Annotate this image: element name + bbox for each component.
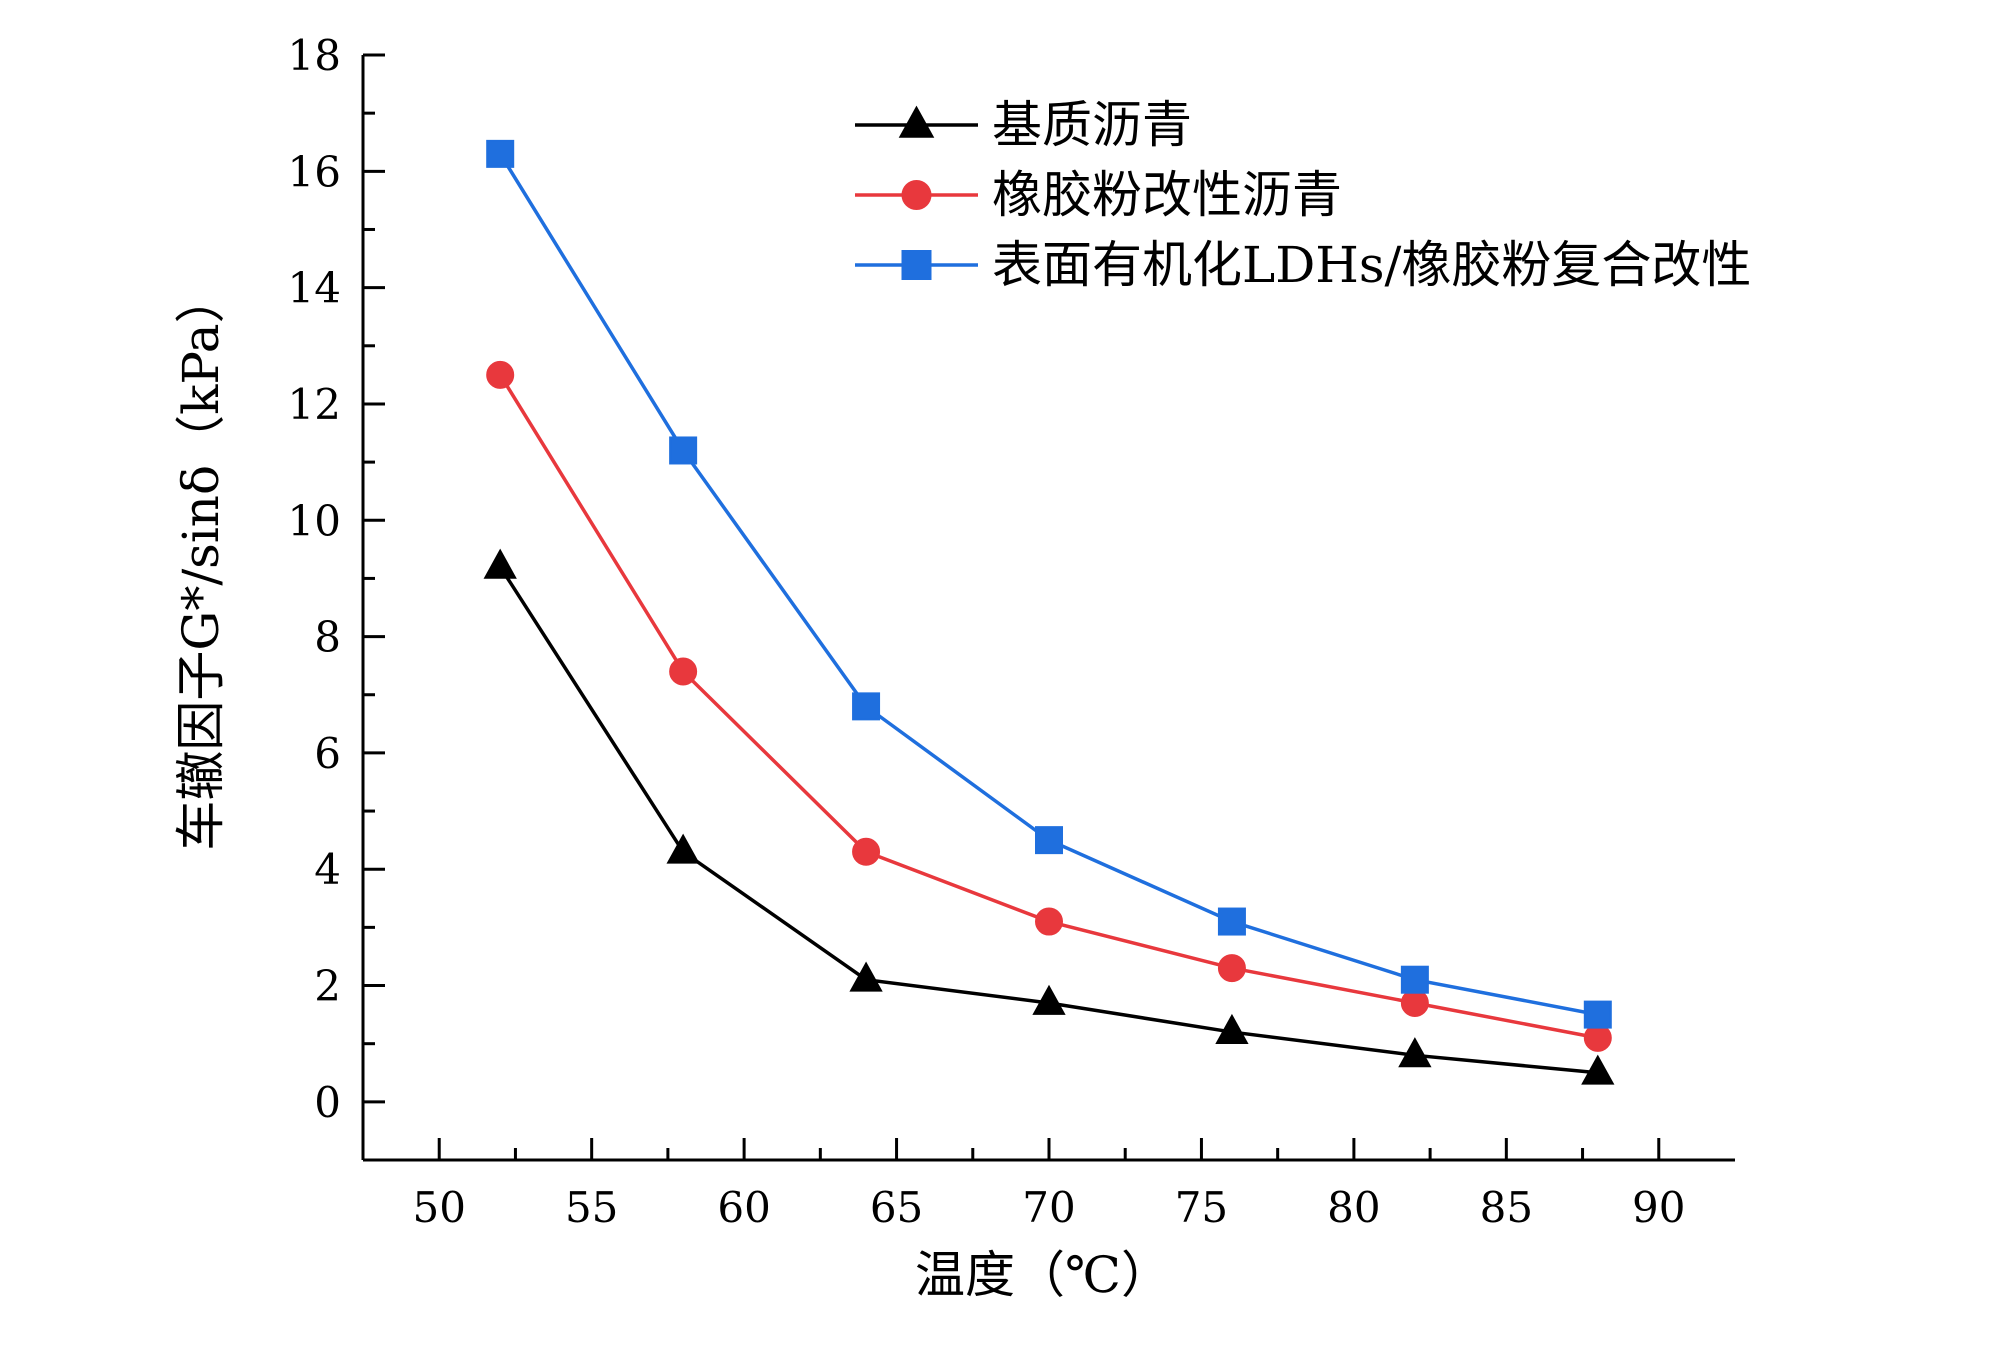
- data-point: [1583, 1023, 1612, 1052]
- legend-label: 表面有机化LDHs/橡胶粉复合改性: [992, 236, 1751, 294]
- legend-label: 基质沥青: [992, 96, 1192, 154]
- data-point: [1215, 1013, 1249, 1044]
- x-tick-label: 50: [412, 1183, 465, 1232]
- data-point: [483, 548, 517, 579]
- y-axis-label: 车辙因子G*/sinδ（kPa）: [172, 273, 230, 850]
- y-tick-label: 10: [288, 496, 341, 545]
- legend-marker: [901, 180, 932, 210]
- data-point: [1398, 1037, 1432, 1068]
- series-3: [486, 139, 1612, 1029]
- data-point: [1035, 907, 1063, 936]
- y-tick-label: 12: [288, 380, 341, 429]
- y-tick-label: 18: [288, 31, 341, 80]
- x-axis-label: 温度（℃）: [915, 1246, 1171, 1304]
- legend-marker: [901, 250, 932, 280]
- legend-entry-3: 表面有机化LDHs/橡胶粉复合改性: [855, 236, 1751, 294]
- data-point: [849, 961, 883, 992]
- data-point: [852, 837, 881, 866]
- legend-entry-1: 基质沥青: [855, 96, 1192, 154]
- y-tick-label: 16: [288, 147, 341, 196]
- data-point: [1400, 965, 1429, 994]
- x-tick-label: 65: [870, 1183, 923, 1232]
- data-point: [1583, 1000, 1612, 1029]
- x-tick-label: 80: [1327, 1183, 1380, 1232]
- x-tick-label: 60: [717, 1183, 770, 1232]
- x-tick-label: 75: [1175, 1183, 1228, 1232]
- data-point: [666, 833, 700, 864]
- legend-entry-2: 橡胶粉改性沥青: [855, 166, 1342, 224]
- y-tick-label: 6: [314, 729, 341, 778]
- series-2: [486, 360, 1612, 1052]
- x-tick-label: 90: [1632, 1183, 1685, 1232]
- data-point: [1217, 907, 1246, 936]
- y-tick-label: 0: [314, 1078, 341, 1127]
- series-1: [483, 548, 1615, 1085]
- y-tick-label: 4: [314, 845, 341, 894]
- data-point: [669, 657, 698, 686]
- x-tick-label: 85: [1480, 1183, 1533, 1232]
- y-tick-label: 14: [288, 264, 341, 313]
- data-point: [1035, 826, 1063, 855]
- data-point: [1032, 984, 1066, 1015]
- legend-label: 橡胶粉改性沥青: [992, 166, 1342, 224]
- data-point: [852, 692, 881, 721]
- data-point: [486, 139, 515, 168]
- x-tick-label: 55: [565, 1183, 618, 1232]
- data-point: [1581, 1054, 1615, 1085]
- ticks: 50 55 60 65 70 75 80 85 90 0 2 4 6 8 10 12 14 16 18: [288, 31, 1686, 1232]
- series: [483, 139, 1615, 1085]
- data-point: [669, 436, 698, 465]
- data-point: [1217, 954, 1246, 983]
- data-point: [486, 360, 515, 389]
- legend-marker: [898, 105, 935, 138]
- y-tick-label: 8: [314, 613, 341, 662]
- series-line: [498, 373, 1599, 1040]
- x-tick-label: 70: [1022, 1183, 1075, 1232]
- y-tick-label: 2: [314, 962, 341, 1011]
- data-point: [1400, 988, 1429, 1017]
